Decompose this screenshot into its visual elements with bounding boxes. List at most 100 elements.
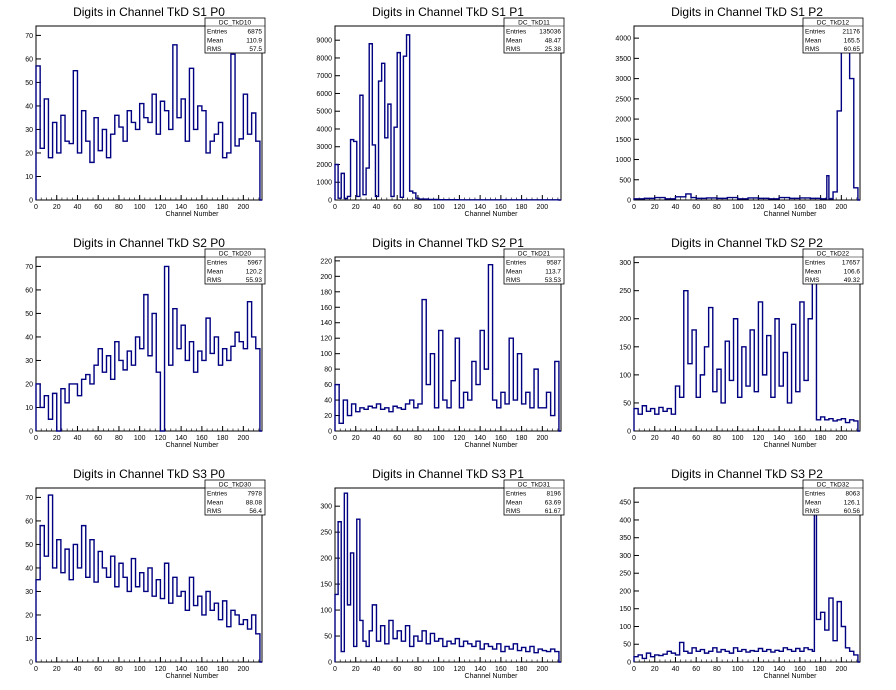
x-tick-label: 140 xyxy=(773,666,785,673)
y-tick-label: 100 xyxy=(320,351,332,358)
stats-name: DC_TkD31 xyxy=(518,482,551,489)
stats-value: 110.9 xyxy=(246,37,262,44)
x-tick-label: 200 xyxy=(237,666,249,673)
plot-frame xyxy=(633,487,861,663)
x-axis-label: Channel Number xyxy=(166,211,220,218)
x-tick-label: 180 xyxy=(815,204,827,211)
y-tick-label: 50 xyxy=(623,642,631,649)
stats-box-frame xyxy=(204,17,266,54)
x-tick-label: 120 xyxy=(454,204,466,211)
x-tick-label: 80 xyxy=(713,666,721,673)
y-tick-label: 7000 xyxy=(316,73,332,80)
x-tick-label: 80 xyxy=(713,435,721,442)
stats-value: 7978 xyxy=(248,491,263,498)
y-tick-label: 150 xyxy=(320,582,332,589)
stats-value: 60.56 xyxy=(844,508,861,515)
x-tick-label: 120 xyxy=(155,204,167,211)
y-tick-label: 150 xyxy=(619,344,631,351)
x-tick-label: 20 xyxy=(53,204,61,211)
y-tick-label: 450 xyxy=(619,500,631,507)
x-tick-label: 200 xyxy=(536,435,548,442)
stats-value: 106.6 xyxy=(844,268,861,275)
x-tick-label: 100 xyxy=(134,204,146,211)
y-tick-label: 6000 xyxy=(316,91,332,98)
stats-value: 55.93 xyxy=(246,277,263,284)
x-tick-label: 0 xyxy=(333,435,337,442)
y-tick-label: 50 xyxy=(25,311,33,318)
y-tick-label: 200 xyxy=(320,274,332,281)
stats-box: DC_TkD30 Entries 7978 Mean 88.08 RMS 56.4 xyxy=(204,479,266,516)
stats-name: DC_TkD30 xyxy=(219,482,252,489)
x-tick-label: 100 xyxy=(433,435,445,442)
x-axis-label: Channel Number xyxy=(465,442,519,449)
y-tick-label: 50 xyxy=(25,542,33,549)
stats-value: 63.69 xyxy=(545,499,562,506)
x-tick-label: 60 xyxy=(692,204,700,211)
y-tick-label: 200 xyxy=(320,556,332,563)
stats-label: RMS xyxy=(805,277,820,284)
y-tick-label: 220 xyxy=(320,258,332,265)
stats-value: 88.08 xyxy=(246,499,263,506)
histogram-series-line xyxy=(633,261,860,432)
x-tick-label: 60 xyxy=(94,204,102,211)
x-tick-label: 80 xyxy=(713,204,721,211)
stats-label: Entries xyxy=(207,29,228,36)
stats-label: RMS xyxy=(805,46,820,53)
x-tick-label: 0 xyxy=(632,204,636,211)
y-tick-label: 2000 xyxy=(615,117,631,124)
plot-frame xyxy=(633,256,861,432)
x-tick-label: 140 xyxy=(474,435,486,442)
x-tick-label: 0 xyxy=(333,204,337,211)
x-tick-label: 40 xyxy=(74,435,82,442)
stats-box: DC_TkD10 Entries 6875 Mean 110.9 RMS 57.5 xyxy=(204,17,266,54)
stats-box-frame xyxy=(204,479,266,516)
x-tick-label: 100 xyxy=(433,204,445,211)
y-tick-label: 150 xyxy=(619,606,631,613)
y-tick-label: 10 xyxy=(25,405,33,412)
x-tick-label: 40 xyxy=(74,204,82,211)
histogram-panel: Digits in Channel TkD S1 P2 0 20 40 60 80 100 1… xyxy=(615,5,864,218)
x-tick-label: 120 xyxy=(753,435,765,442)
x-tick-label: 0 xyxy=(34,204,38,211)
y-tick-label: 250 xyxy=(619,288,631,295)
x-tick-label: 180 xyxy=(516,204,528,211)
x-tick-label: 40 xyxy=(373,435,381,442)
x-tick-label: 200 xyxy=(536,204,548,211)
plot-frame xyxy=(35,487,263,663)
stats-label: Entries xyxy=(506,260,527,267)
stats-label: Entries xyxy=(506,491,527,498)
x-axis-label: Channel Number xyxy=(764,673,818,680)
x-tick-label: 200 xyxy=(835,435,847,442)
y-tick-label: 5000 xyxy=(316,109,332,116)
x-tick-label: 100 xyxy=(134,435,146,442)
stats-label: Entries xyxy=(805,491,826,498)
x-tick-label: 180 xyxy=(516,435,528,442)
histogram-panel: Digits in Channel TkD S2 P00 20 40 60 80 100 1… xyxy=(25,236,266,449)
stats-value: 126.1 xyxy=(844,499,861,506)
x-tick-label: 60 xyxy=(393,435,401,442)
stats-name: DC_TkD22 xyxy=(817,251,850,258)
x-tick-label: 60 xyxy=(94,435,102,442)
stats-label: RMS xyxy=(207,508,222,515)
x-tick-label: 120 xyxy=(155,435,167,442)
x-tick-label: 0 xyxy=(34,666,38,673)
x-tick-label: 160 xyxy=(794,204,806,211)
stats-box: DC_TkD21 Entries 9587 Mean 113.7 RMS 53.53 xyxy=(503,248,565,285)
x-tick-label: 100 xyxy=(433,666,445,673)
y-tick-label: 50 xyxy=(25,80,33,87)
x-tick-label: 40 xyxy=(672,435,680,442)
x-tick-label: 100 xyxy=(732,435,744,442)
stats-box-frame xyxy=(204,248,266,285)
stats-value: 6875 xyxy=(248,29,263,36)
plot-frame xyxy=(35,256,263,432)
y-tick-label: 140 xyxy=(320,320,332,327)
y-tick-label: 60 xyxy=(25,287,33,294)
stats-label: Entries xyxy=(805,29,826,36)
x-tick-label: 80 xyxy=(115,204,123,211)
histogram-series-line xyxy=(334,492,561,663)
y-tick-label: 40 xyxy=(324,398,332,405)
x-axis-label: Channel Number xyxy=(465,211,519,218)
stats-label: Mean xyxy=(506,268,523,275)
stats-value: 53.53 xyxy=(545,277,562,284)
stats-name: DC_TkD12 xyxy=(817,20,850,27)
